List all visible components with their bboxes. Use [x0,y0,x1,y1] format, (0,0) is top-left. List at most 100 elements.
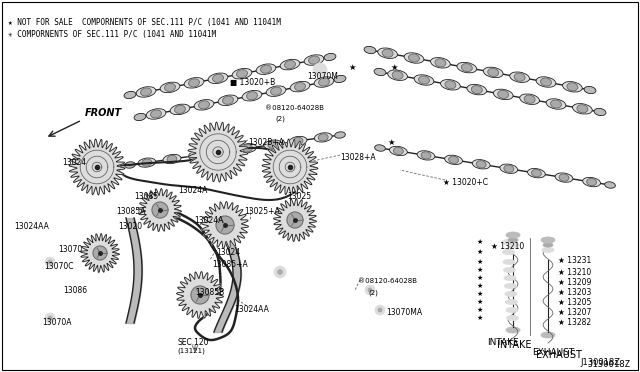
Ellipse shape [417,151,435,160]
Text: 13070: 13070 [58,245,83,254]
Ellipse shape [218,148,227,155]
Circle shape [45,313,55,323]
Text: ★: ★ [477,239,483,245]
Text: ★: ★ [477,291,483,297]
Ellipse shape [488,68,499,77]
Ellipse shape [505,292,517,296]
Ellipse shape [260,65,271,73]
Text: 13070C: 13070C [44,262,74,271]
Ellipse shape [138,158,156,167]
Text: ★ 13020+C: ★ 13020+C [443,178,488,187]
Text: ★: ★ [477,283,483,289]
Text: 13024: 13024 [62,158,86,167]
Ellipse shape [504,267,515,273]
Ellipse shape [502,250,515,254]
Ellipse shape [493,89,513,100]
Circle shape [365,285,375,295]
Ellipse shape [280,60,300,70]
Text: ★: ★ [348,63,355,72]
Ellipse shape [504,276,516,280]
Ellipse shape [268,141,278,148]
Text: 13070MA: 13070MA [386,308,422,317]
Ellipse shape [536,77,556,87]
Ellipse shape [506,315,518,321]
Ellipse shape [449,156,458,163]
Circle shape [274,266,286,278]
Ellipse shape [392,71,403,79]
Text: 13070A: 13070A [42,318,72,327]
Ellipse shape [214,147,231,157]
Ellipse shape [563,81,582,92]
Text: ★ 13207: ★ 13207 [558,308,591,317]
Circle shape [375,305,385,315]
Text: 13024AA: 13024AA [14,222,49,231]
Text: 13028+A: 13028+A [340,153,376,162]
Ellipse shape [421,152,431,159]
Ellipse shape [414,75,434,85]
Text: ★ NOT FOR SALE  COMPORNENTS OF SEC.111 P/C (1041 AND 11041M: ★ NOT FOR SALE COMPORNENTS OF SEC.111 P/… [8,18,281,27]
Polygon shape [262,139,318,195]
Ellipse shape [212,74,223,82]
Ellipse shape [141,88,152,96]
Circle shape [278,270,282,275]
Ellipse shape [167,155,177,163]
Circle shape [45,257,55,267]
Ellipse shape [500,164,518,173]
Text: FRONT: FRONT [85,108,122,118]
Ellipse shape [524,95,535,103]
Ellipse shape [543,243,553,247]
Ellipse shape [189,79,200,87]
Ellipse shape [582,177,600,187]
Ellipse shape [334,76,346,83]
Ellipse shape [445,81,456,89]
Ellipse shape [546,99,566,109]
Ellipse shape [150,110,161,118]
Ellipse shape [476,161,486,168]
Ellipse shape [419,76,429,84]
Text: 1302B+A: 1302B+A [248,138,284,147]
Ellipse shape [194,100,214,110]
Ellipse shape [408,54,419,62]
Ellipse shape [467,84,486,95]
Ellipse shape [555,173,573,182]
Text: ★: ★ [390,63,397,72]
Ellipse shape [390,146,407,155]
Ellipse shape [324,54,336,61]
Polygon shape [69,139,125,195]
Ellipse shape [160,82,180,93]
Text: 13085+A: 13085+A [212,260,248,269]
Ellipse shape [164,83,175,92]
Text: (2): (2) [275,115,285,122]
Ellipse shape [232,68,252,79]
Ellipse shape [541,78,552,86]
Polygon shape [81,234,120,272]
Ellipse shape [457,62,477,73]
Ellipse shape [223,96,234,104]
Polygon shape [188,122,248,182]
Ellipse shape [514,73,525,81]
Text: ★ 13203: ★ 13203 [558,288,591,297]
Text: 13025+A: 13025+A [244,207,280,216]
Ellipse shape [471,86,483,94]
Ellipse shape [506,232,520,238]
Ellipse shape [237,70,248,78]
Ellipse shape [314,77,334,87]
Text: ★: ★ [477,315,483,321]
Text: J130018Z: J130018Z [580,358,620,367]
Ellipse shape [335,132,346,138]
Text: EXHAUST: EXHAUST [536,350,582,360]
Ellipse shape [134,113,146,121]
Ellipse shape [146,109,166,119]
Ellipse shape [378,48,397,58]
Ellipse shape [498,90,509,99]
Text: SEC.120: SEC.120 [177,338,209,347]
Text: INTAKE: INTAKE [497,340,531,350]
Ellipse shape [559,174,569,181]
Ellipse shape [142,159,152,166]
Ellipse shape [509,72,529,83]
Polygon shape [216,216,234,234]
Text: 13020: 13020 [118,222,142,231]
Text: ®08120-64028B: ®08120-64028B [358,278,417,284]
Circle shape [48,316,52,320]
Polygon shape [177,272,223,318]
